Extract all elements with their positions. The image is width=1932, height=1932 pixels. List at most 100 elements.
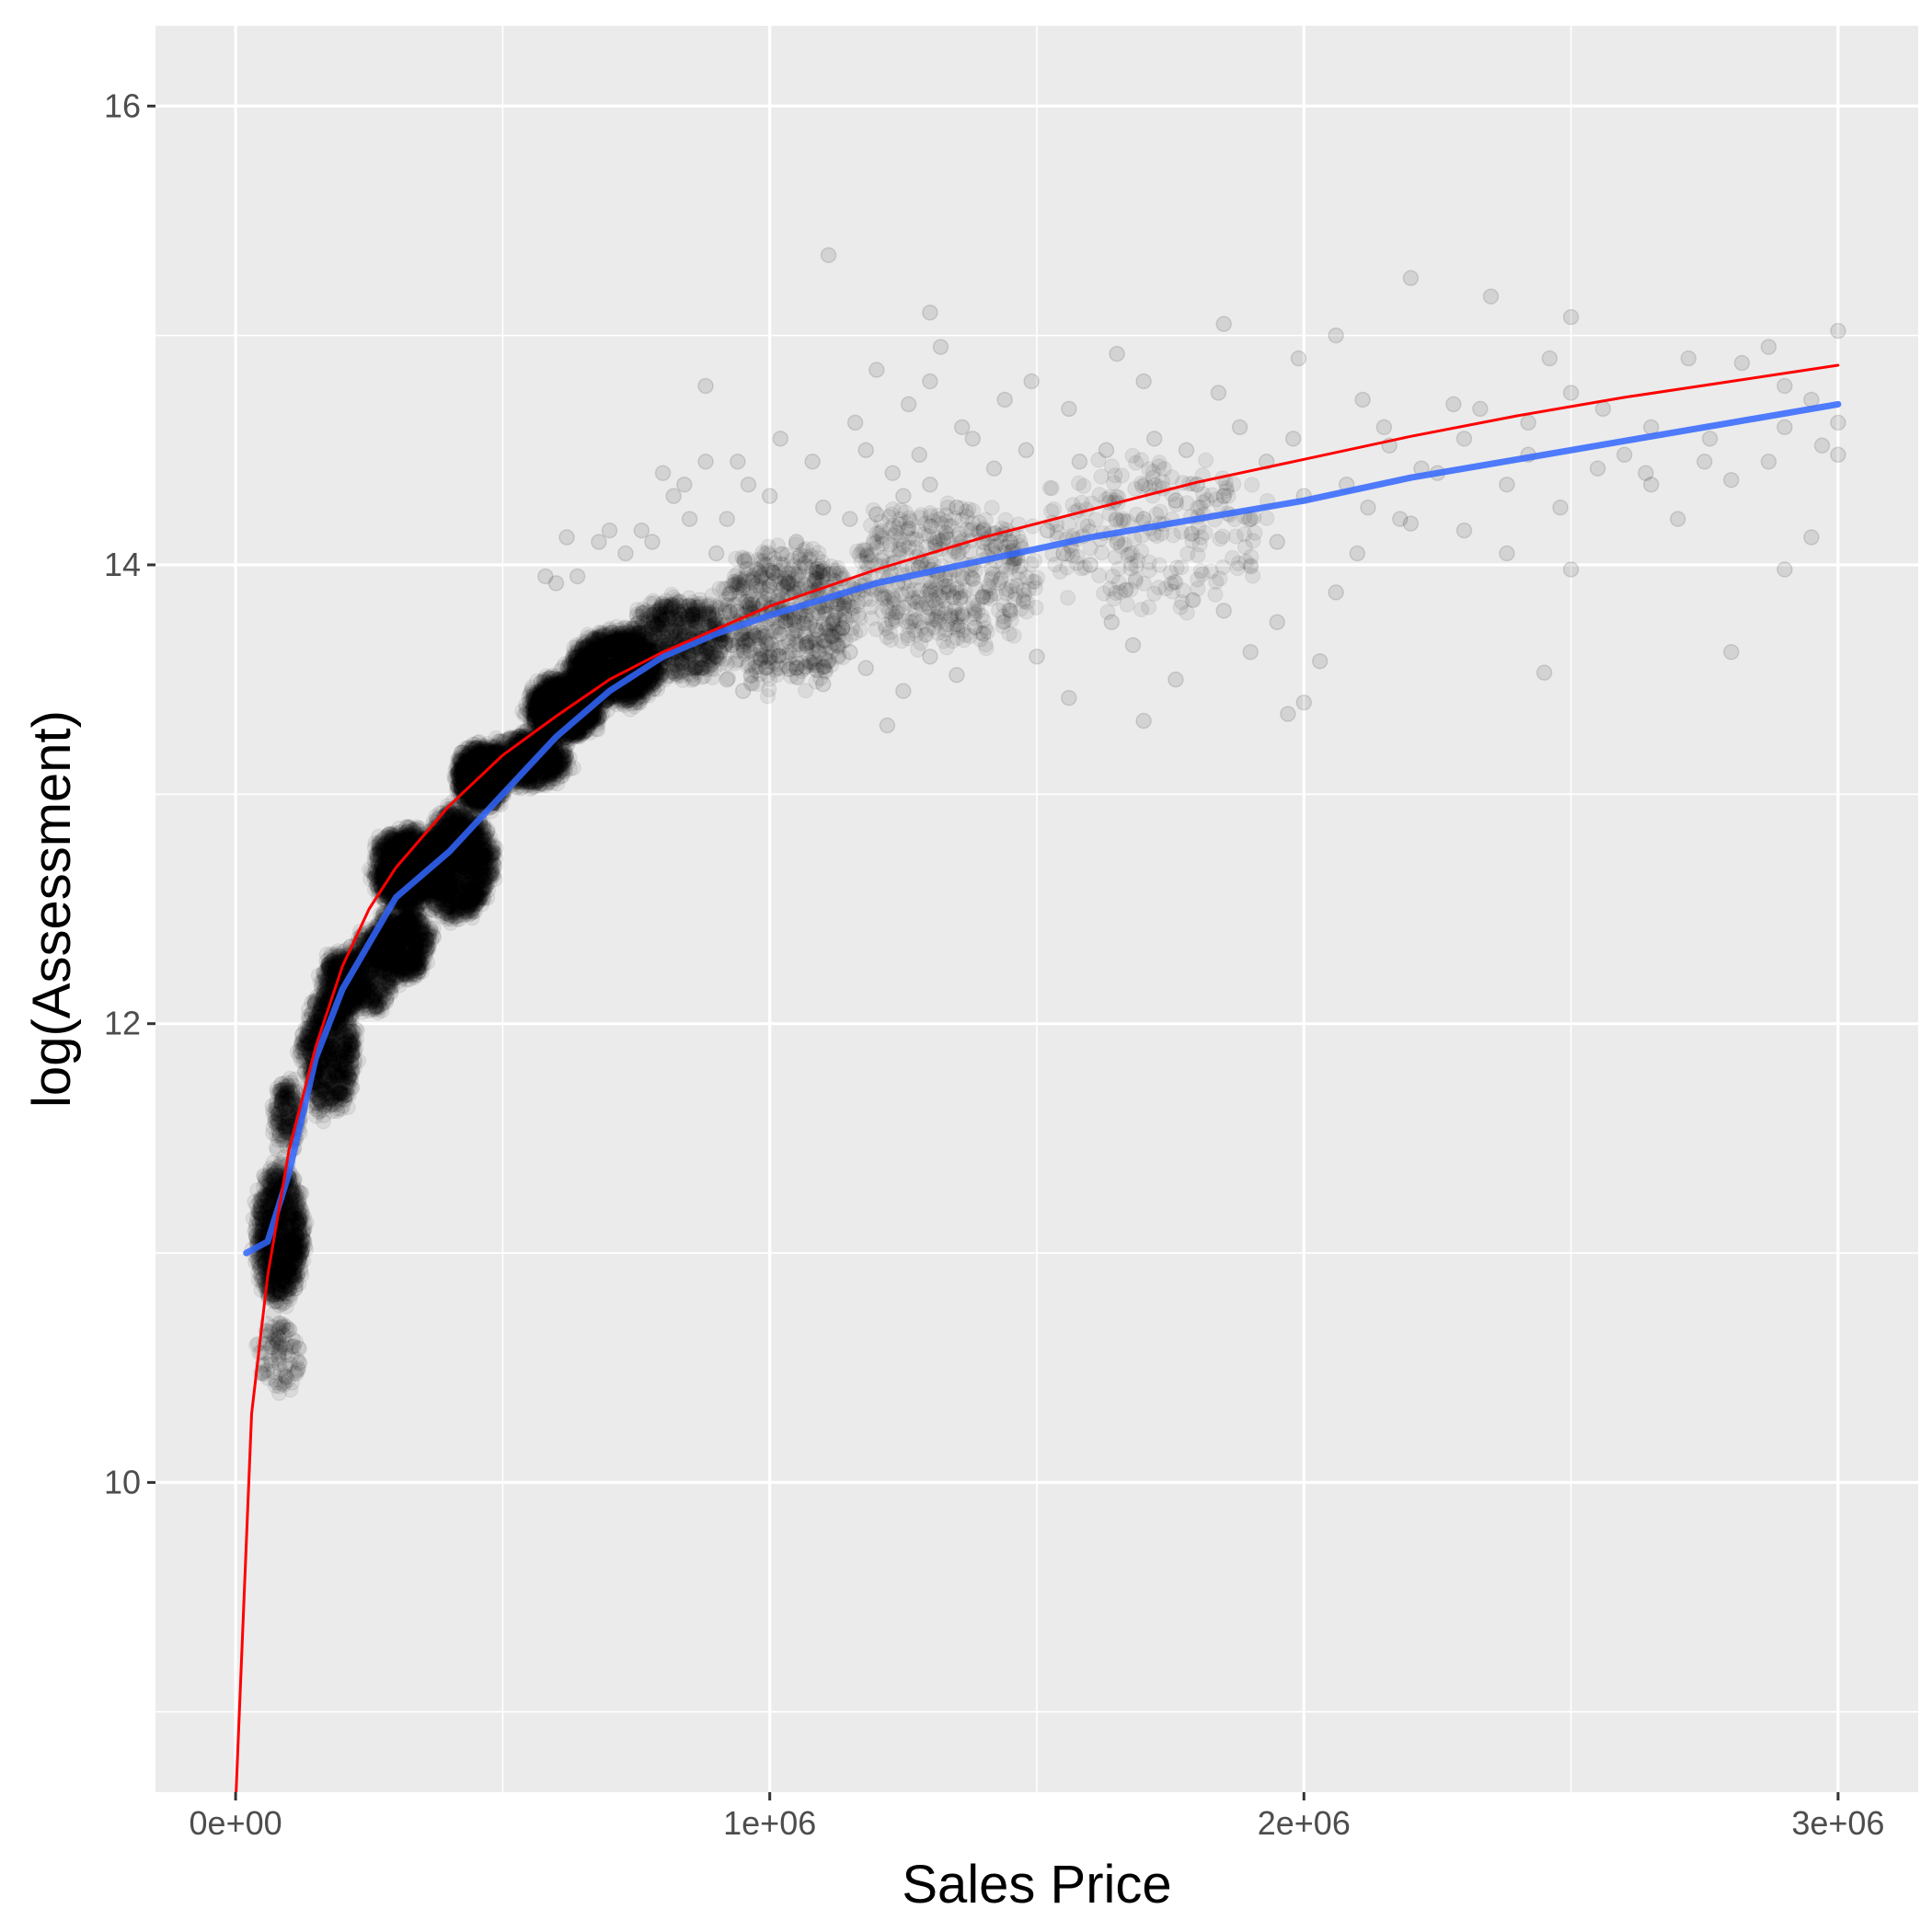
scatter-point bbox=[251, 1259, 268, 1277]
scatter-point bbox=[282, 1267, 298, 1283]
scatter-point bbox=[272, 1253, 289, 1270]
scatter-point bbox=[293, 1263, 309, 1280]
scatter-point bbox=[340, 1069, 357, 1086]
scatter-point bbox=[277, 1248, 293, 1265]
scatter-point bbox=[409, 949, 426, 967]
scatter-point bbox=[280, 1241, 296, 1259]
scatter-point bbox=[275, 1273, 292, 1290]
scatter-point bbox=[286, 1256, 303, 1272]
scatter-point bbox=[292, 1237, 308, 1255]
scatter-point bbox=[294, 1231, 311, 1248]
scatter-point bbox=[295, 1049, 312, 1065]
scatter-point bbox=[286, 1264, 303, 1282]
scatter-point bbox=[272, 1264, 289, 1282]
scatter-point bbox=[276, 1249, 293, 1267]
scatter-point bbox=[282, 1212, 299, 1228]
scatter-point bbox=[290, 1249, 307, 1266]
scatter-point bbox=[259, 1177, 276, 1193]
scatter-point bbox=[273, 1254, 290, 1271]
scatter-point bbox=[274, 1261, 291, 1279]
scatter-point bbox=[282, 1244, 300, 1260]
scatter-point bbox=[283, 1254, 300, 1271]
scatter-point bbox=[291, 1195, 307, 1213]
scatter-point bbox=[252, 1190, 270, 1208]
plot-content bbox=[235, 247, 1846, 1792]
scatter-point bbox=[281, 1281, 297, 1297]
scatter-point bbox=[266, 1161, 282, 1178]
scatter-point bbox=[284, 1220, 301, 1236]
scatter-point bbox=[274, 1265, 291, 1282]
scatter-point bbox=[278, 1210, 294, 1226]
scatter-point bbox=[283, 1200, 300, 1217]
scatter-point bbox=[280, 1233, 296, 1250]
minor-gridlines bbox=[155, 26, 1918, 1792]
scatter-point bbox=[279, 1236, 295, 1252]
scatter-point bbox=[296, 1215, 313, 1233]
scatter-point bbox=[257, 1186, 273, 1202]
scatter-point bbox=[257, 1189, 273, 1205]
scatter-point bbox=[291, 1210, 307, 1226]
scatter-point bbox=[282, 1208, 298, 1225]
scatter-point bbox=[277, 1270, 293, 1286]
scatter-point bbox=[286, 1253, 304, 1270]
scatter-point bbox=[258, 1198, 274, 1214]
scatter-point bbox=[269, 1266, 286, 1282]
scatter-point bbox=[258, 1187, 275, 1203]
scatter-point bbox=[285, 1226, 302, 1244]
scatter-point bbox=[251, 1204, 268, 1221]
scatter-point bbox=[345, 995, 362, 1011]
scatter-point bbox=[248, 1197, 265, 1214]
scatter-point bbox=[279, 1288, 295, 1305]
scatter-point bbox=[326, 1056, 342, 1073]
scatter-point bbox=[284, 1222, 301, 1238]
scatter-point bbox=[272, 1283, 289, 1300]
scatter-point bbox=[280, 1215, 296, 1232]
scatter-point bbox=[282, 1260, 298, 1278]
scatter-point bbox=[275, 1249, 292, 1266]
scatter-point bbox=[263, 1169, 281, 1186]
scatter-point bbox=[248, 1217, 265, 1235]
scatter-point bbox=[281, 1226, 297, 1244]
scatter-point bbox=[283, 1199, 300, 1215]
scatter-point bbox=[274, 1272, 291, 1289]
scatter-point bbox=[265, 1154, 282, 1171]
scatter-point bbox=[289, 1266, 305, 1282]
scatter-point bbox=[410, 963, 427, 981]
scatter-point bbox=[290, 1360, 306, 1376]
major-gridlines bbox=[155, 26, 1918, 1792]
scatter-point bbox=[253, 1201, 270, 1217]
scatter-point bbox=[260, 1167, 277, 1183]
scatter-point bbox=[286, 1227, 303, 1244]
scatter-point bbox=[292, 1234, 308, 1251]
scatter-point bbox=[289, 1216, 305, 1234]
scatter-point bbox=[270, 1101, 286, 1118]
scatter-point bbox=[294, 1240, 311, 1257]
scatter-point bbox=[284, 1244, 301, 1260]
scatter-point bbox=[288, 1268, 305, 1284]
scatter-point bbox=[251, 1215, 268, 1232]
scatter-point bbox=[279, 1246, 295, 1263]
scatter-point bbox=[278, 1219, 294, 1236]
scatter-point bbox=[279, 1085, 295, 1101]
scatter-point bbox=[253, 1198, 270, 1214]
scatter-point bbox=[281, 1261, 297, 1279]
scatter-point bbox=[282, 1237, 298, 1255]
scatter-point bbox=[266, 1162, 282, 1179]
scatter-point bbox=[281, 1265, 297, 1282]
scatter-point bbox=[274, 1318, 292, 1335]
scatter-point bbox=[290, 1238, 306, 1255]
scatter-point bbox=[270, 1253, 287, 1271]
scatter-point bbox=[253, 1207, 270, 1224]
scatter-point bbox=[278, 1237, 295, 1254]
scatter-point bbox=[273, 1253, 291, 1270]
scatter-point bbox=[270, 1267, 287, 1283]
scatter-point bbox=[316, 1068, 333, 1085]
scatter-point bbox=[296, 1237, 313, 1255]
scatter-point bbox=[340, 1041, 358, 1058]
scatter-point bbox=[259, 1187, 276, 1203]
scatter-point bbox=[250, 1202, 267, 1219]
scatter-point bbox=[295, 1208, 312, 1225]
scatter-point bbox=[275, 1263, 292, 1280]
scatter-point bbox=[255, 1179, 272, 1195]
